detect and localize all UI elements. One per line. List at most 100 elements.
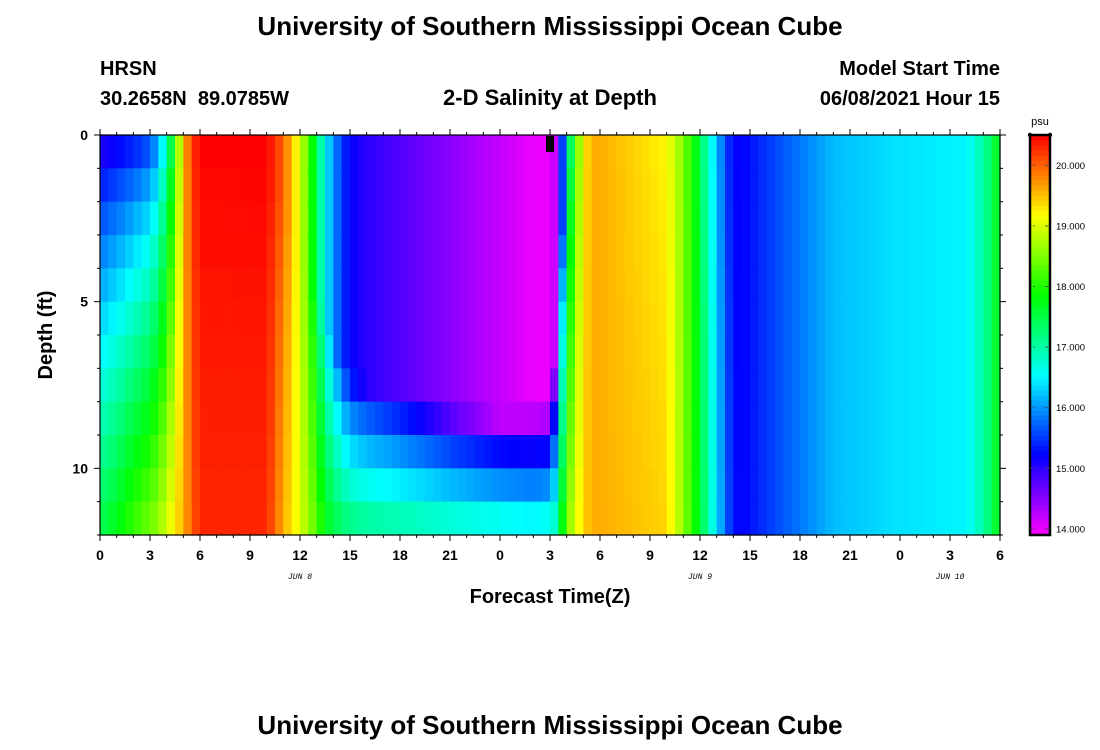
- heat-cell: [216, 235, 226, 269]
- heat-cell: [408, 168, 418, 203]
- heat-cell: [800, 301, 809, 336]
- heat-cell: [600, 168, 609, 203]
- heat-cell: [158, 501, 168, 536]
- heat-cell: [841, 301, 851, 336]
- heat-cell: [458, 201, 468, 236]
- heat-cell: [841, 168, 851, 203]
- colorbar-band: [1030, 365, 1050, 371]
- heat-cell: [483, 435, 493, 469]
- heat-cell: [850, 335, 859, 369]
- heat-cell: [108, 401, 118, 436]
- x-tick-label: 3: [546, 547, 554, 563]
- heat-cell: [566, 268, 576, 303]
- heat-cell: [175, 201, 184, 236]
- heat-cell: [825, 368, 834, 403]
- heat-cell: [616, 335, 626, 369]
- heat-cell: [375, 201, 384, 236]
- heat-cell: [916, 268, 926, 303]
- heat-cell: [933, 301, 943, 336]
- heat-cell: [116, 368, 126, 403]
- heat-cell: [250, 435, 259, 469]
- heat-cell: [133, 401, 143, 436]
- heat-cell: [716, 201, 726, 236]
- heat-cell: [966, 301, 976, 336]
- colorbar-band: [1030, 390, 1050, 396]
- colorbar-band: [1030, 250, 1050, 256]
- heat-cell: [483, 201, 493, 236]
- colorbar-band: [1030, 200, 1050, 206]
- heat-cell: [366, 168, 376, 203]
- heat-cell: [150, 468, 159, 503]
- heat-cell: [433, 301, 443, 336]
- heat-cell: [691, 168, 701, 203]
- heat-cell: [608, 201, 618, 236]
- heat-cell: [525, 401, 534, 436]
- heat-cell: [816, 301, 826, 336]
- heat-cell: [633, 268, 643, 303]
- colorbar-band: [1030, 255, 1050, 261]
- heat-cell: [233, 268, 243, 303]
- colorbar-band: [1030, 230, 1050, 236]
- date-label: JUN 8: [288, 573, 312, 582]
- colorbar-band: [1030, 430, 1050, 436]
- heat-cell: [575, 335, 584, 369]
- heat-cell: [308, 335, 318, 369]
- colorbar-band: [1030, 495, 1050, 501]
- heat-cell: [283, 368, 293, 403]
- heat-cell: [650, 368, 659, 403]
- heat-cell: [791, 135, 801, 169]
- heat-cell: [783, 501, 793, 536]
- colorbar-band: [1030, 295, 1050, 301]
- heat-cell: [583, 235, 593, 269]
- heat-cell: [575, 435, 584, 469]
- heat-cell: [491, 335, 501, 369]
- heat-cell: [358, 301, 368, 336]
- heat-cell: [666, 335, 676, 369]
- heat-cell: [675, 301, 684, 336]
- heat-cell: [233, 135, 243, 169]
- heat-cell: [333, 201, 343, 236]
- heat-cell: [183, 135, 193, 169]
- colorbar-band: [1030, 370, 1050, 376]
- heat-cell: [541, 335, 551, 369]
- heat-cell: [533, 435, 543, 469]
- heat-cell: [541, 268, 551, 303]
- heat-cell: [400, 468, 409, 503]
- heat-cell: [158, 268, 168, 303]
- heat-cell: [566, 201, 576, 236]
- heat-cell: [575, 135, 584, 169]
- heat-cell: [700, 468, 709, 503]
- heat-cell: [983, 301, 993, 336]
- heat-cell: [366, 301, 376, 336]
- heat-cell: [183, 235, 193, 269]
- heat-cell: [358, 335, 368, 369]
- heat-cell: [775, 268, 784, 303]
- heat-cell: [950, 468, 959, 503]
- heat-cell: [858, 435, 868, 469]
- heat-cell: [725, 168, 734, 203]
- heat-cell: [508, 235, 518, 269]
- heat-cell: [841, 235, 851, 269]
- colorbar-band: [1030, 465, 1050, 471]
- heat-cell: [891, 501, 901, 536]
- heat-cell: [491, 168, 501, 203]
- heat-cell: [841, 201, 851, 236]
- heat-cell: [841, 368, 851, 403]
- x-tick-label: 12: [692, 547, 708, 563]
- heat-cell: [933, 401, 943, 436]
- heat-cell: [875, 168, 884, 203]
- heat-cell: [266, 468, 276, 503]
- heat-cell: [116, 435, 126, 469]
- heat-cell: [366, 135, 376, 169]
- heat-cell: [341, 468, 351, 503]
- colorbar-band: [1030, 320, 1050, 326]
- heat-cell: [558, 468, 568, 503]
- heat-cell: [408, 368, 418, 403]
- heat-cell: [400, 335, 409, 369]
- heat-cell: [825, 135, 834, 169]
- heat-cell: [533, 468, 543, 503]
- heat-cell: [200, 468, 209, 503]
- heat-cell: [100, 501, 109, 536]
- heat-cell: [183, 201, 193, 236]
- heat-cell: [816, 435, 826, 469]
